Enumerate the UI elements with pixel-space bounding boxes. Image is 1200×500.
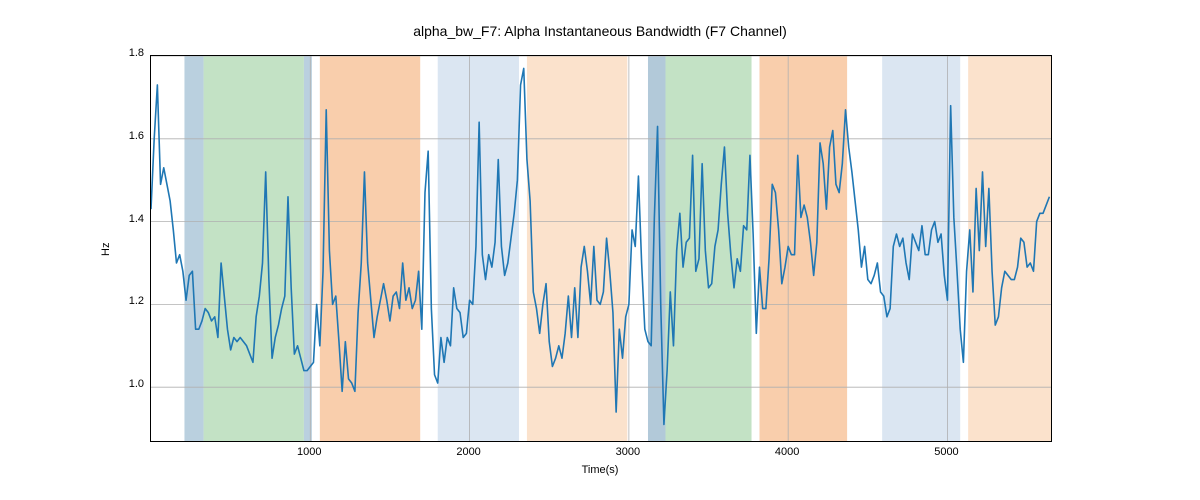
- background-band: [184, 56, 203, 441]
- background-band: [204, 56, 304, 441]
- x-tick-label: 3000: [613, 446, 643, 458]
- y-tick-label: 1.8: [129, 47, 144, 59]
- y-tick-label: 1.0: [129, 378, 144, 390]
- background-band: [759, 56, 847, 441]
- y-tick-label: 1.2: [129, 295, 144, 307]
- y-tick-label: 1.6: [129, 130, 144, 142]
- figure: alpha_bw_F7: Alpha Instantaneous Bandwid…: [0, 0, 1200, 500]
- x-tick-label: 1000: [294, 446, 324, 458]
- background-band: [320, 56, 420, 441]
- background-band: [968, 56, 1051, 441]
- background-band: [527, 56, 627, 441]
- x-tick-label: 2000: [454, 446, 484, 458]
- y-axis-label: Hz: [100, 242, 112, 255]
- y-tick-label: 1.4: [129, 213, 144, 225]
- plot-svg: [151, 56, 1051, 441]
- chart-title: alpha_bw_F7: Alpha Instantaneous Bandwid…: [0, 23, 1200, 39]
- background-band: [666, 56, 752, 441]
- x-tick-label: 4000: [772, 446, 802, 458]
- background-band: [438, 56, 519, 441]
- x-axis-label: Time(s): [150, 464, 1050, 476]
- plot-area: [150, 55, 1052, 442]
- x-tick-label: 5000: [931, 446, 961, 458]
